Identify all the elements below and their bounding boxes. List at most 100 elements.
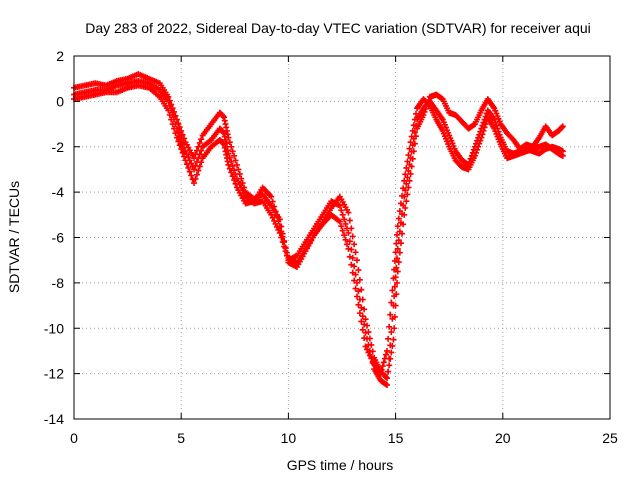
data-point (401, 177, 408, 184)
data-point (478, 134, 485, 141)
data-point (395, 237, 402, 244)
data-point (268, 193, 275, 200)
x-tick-label: 5 (177, 430, 185, 446)
data-point (273, 213, 280, 220)
data-point (166, 111, 173, 118)
data-point (179, 149, 186, 156)
data-point (185, 164, 192, 171)
data-point (359, 313, 366, 320)
y-tick-label: -10 (44, 320, 64, 336)
data-point (175, 138, 182, 145)
data-point (403, 180, 410, 187)
x-tick-label: 25 (602, 430, 618, 446)
data-point (379, 363, 386, 370)
x-tick-label: 0 (70, 430, 78, 446)
y-axis-label: SDTVAR / TECUs (6, 181, 22, 293)
data-point (394, 279, 401, 286)
data-point (364, 346, 371, 353)
data-point (481, 124, 488, 131)
data-point (196, 151, 203, 158)
data-point (358, 304, 365, 311)
data-point (359, 326, 366, 333)
data-point (390, 302, 397, 309)
data-point (279, 233, 286, 240)
data-point (368, 355, 375, 362)
data-point (345, 229, 352, 236)
data-point (282, 244, 289, 251)
data-point (191, 180, 198, 187)
data-point (171, 125, 178, 132)
data-point (271, 203, 278, 210)
data-point (344, 225, 351, 232)
data-points (71, 71, 566, 388)
data-point (411, 116, 418, 123)
data-point (400, 185, 407, 192)
data-point (191, 166, 198, 173)
data-point (229, 148, 236, 155)
data-point (412, 110, 419, 117)
y-tick-label: 0 (56, 93, 64, 109)
data-point (196, 139, 203, 146)
data-point (352, 285, 359, 292)
data-point (278, 228, 285, 235)
data-point (339, 227, 346, 234)
data-point (474, 146, 481, 153)
data-point (342, 236, 349, 243)
data-point (397, 200, 404, 207)
data-point (384, 347, 391, 354)
data-point (351, 241, 358, 248)
data-point (394, 245, 401, 252)
data-point (366, 352, 373, 359)
x-axis-label: GPS time / hours (287, 457, 394, 473)
chart-title: Day 283 of 2022, Sidereal Day-to-day VTE… (85, 20, 591, 36)
data-point (182, 157, 189, 164)
data-point (382, 374, 389, 381)
data-point (364, 322, 371, 329)
data-point (362, 329, 369, 336)
data-point (475, 143, 482, 150)
data-point (404, 174, 411, 181)
data-point (349, 254, 356, 261)
data-point (269, 214, 276, 221)
data-point (355, 301, 362, 308)
data-point (356, 310, 363, 317)
data-point (559, 152, 566, 159)
data-point (362, 343, 369, 350)
grid-lines (74, 56, 610, 419)
data-point (387, 311, 394, 318)
data-point (482, 121, 489, 128)
data-point (269, 198, 276, 205)
x-tick-label: 10 (281, 430, 297, 446)
data-point (388, 349, 395, 356)
data-point (479, 131, 486, 138)
data-point (178, 146, 185, 153)
data-point (404, 191, 411, 198)
data-point (231, 177, 238, 184)
data-point (342, 220, 349, 227)
data-point (346, 238, 353, 245)
data-point (407, 170, 414, 177)
data-point (233, 161, 240, 168)
y-tick-label: -8 (52, 275, 65, 291)
data-point (346, 253, 353, 260)
data-point (341, 216, 348, 223)
data-point (336, 218, 343, 225)
data-point (198, 147, 205, 154)
data-point (406, 145, 413, 152)
data-point (405, 167, 412, 174)
data-point (406, 177, 413, 184)
data-point (341, 232, 348, 239)
data-point (231, 152, 238, 159)
data-point (345, 245, 352, 252)
data-point (403, 164, 410, 171)
data-point (349, 269, 356, 276)
x-tick-label: 15 (388, 430, 404, 446)
data-point (402, 171, 409, 178)
data-point (165, 107, 172, 114)
data-point (348, 261, 355, 268)
data-point (407, 139, 414, 146)
data-point (391, 325, 398, 332)
data-point (410, 122, 417, 129)
data-point (365, 349, 372, 356)
